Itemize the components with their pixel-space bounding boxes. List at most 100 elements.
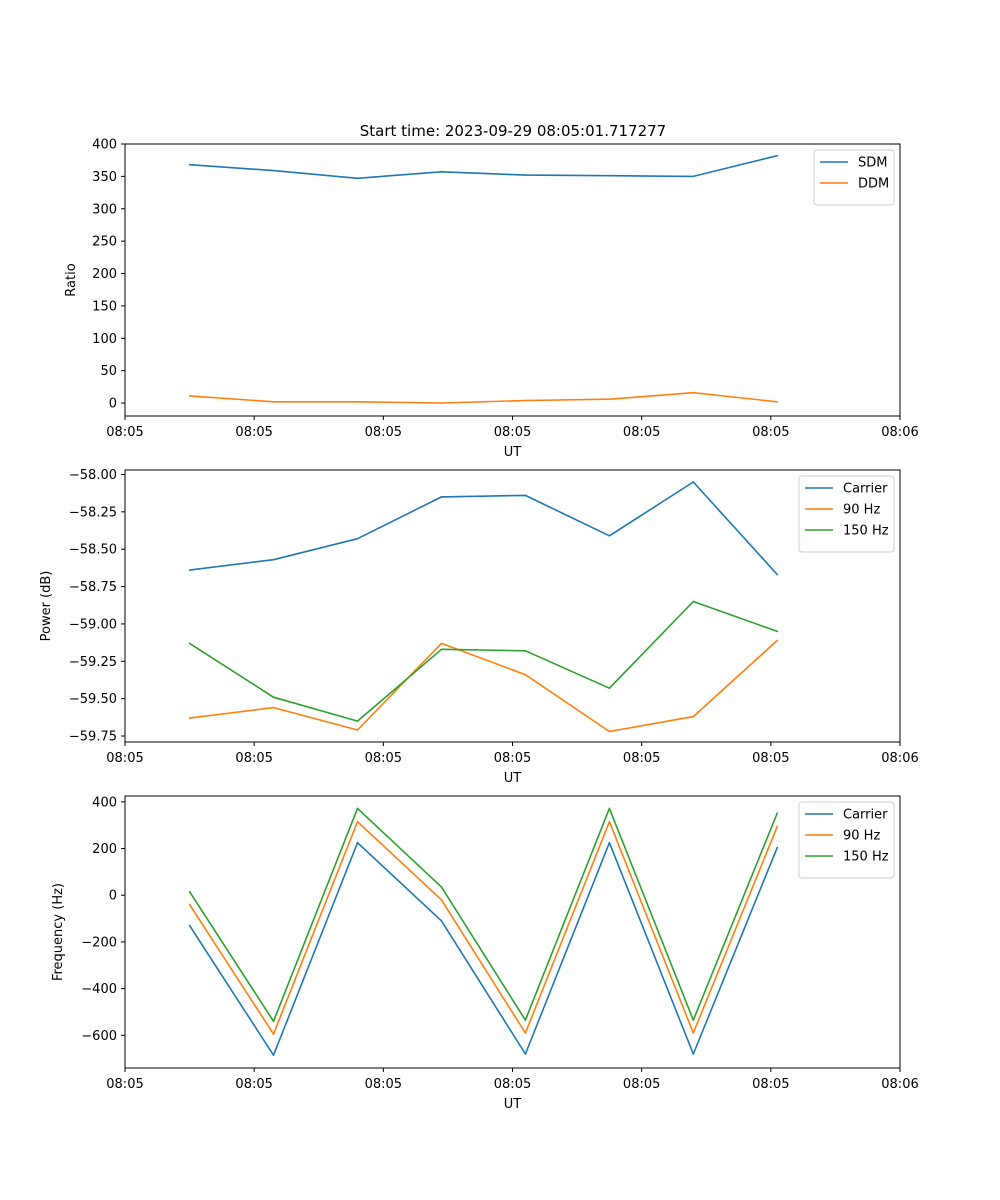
x-tick-label: 08:06: [881, 425, 918, 440]
data-point: [608, 687, 611, 689]
chart-panel-1: 08:05 08:05 08:05 08:05 08:05 08:05 08:06 0 50 10…: [64, 138, 919, 461]
x-tick-label: 08:06: [881, 751, 918, 766]
legend-label: 150 Hz: [843, 524, 889, 539]
x-tick-label: 08:05: [235, 751, 272, 766]
x-tick-label: 08:05: [494, 751, 531, 766]
legend-label: DDM: [858, 177, 889, 192]
data-point: [692, 600, 695, 603]
x-tick-label: 08:05: [623, 1077, 660, 1092]
y-tick-label: −400: [81, 982, 117, 997]
data-point: [440, 886, 443, 888]
data-point: [356, 820, 359, 823]
data-point: [776, 154, 779, 157]
data-point: [188, 890, 191, 893]
y-tick-label: 350: [92, 170, 117, 185]
x-axis-label: UT: [504, 771, 522, 786]
data-point: [356, 537, 359, 540]
series-line-90-hz: [189, 639, 778, 733]
data-point: [188, 903, 191, 906]
y-tick-label: 400: [92, 138, 117, 153]
data-point: [356, 720, 359, 722]
data-point: [524, 1053, 527, 1055]
x-tick-label: 08:05: [623, 751, 660, 766]
y-tick-label: 400: [92, 795, 117, 810]
data-point: [608, 398, 611, 400]
data-point: [608, 841, 611, 844]
data-point: [440, 920, 443, 922]
series-line-150-hz: [188, 807, 779, 1023]
y-axis-label: Frequency (Hz): [51, 883, 66, 981]
series-line-sdm: [189, 154, 778, 180]
y-tick-label: −59.50: [69, 692, 117, 707]
x-axis-label: UT: [504, 445, 522, 460]
x-tick-label: 08:05: [752, 425, 789, 440]
data-point: [188, 642, 191, 645]
data-point: [440, 899, 443, 901]
x-tick-label: 08:05: [365, 751, 402, 766]
series-line-150-hz: [189, 600, 778, 722]
legend-label: 90 Hz: [843, 829, 880, 844]
data-point: [440, 648, 443, 651]
data-point: [524, 174, 527, 176]
data-point: [356, 841, 359, 844]
data-point: [356, 729, 359, 731]
data-point: [524, 650, 527, 652]
legend: Carrier 90 Hz 150 Hz: [798, 475, 895, 553]
legend-box: [798, 475, 895, 553]
data-point: [608, 730, 611, 733]
legend-label: 90 Hz: [843, 503, 880, 518]
data-point: [272, 169, 275, 172]
y-tick-label: −59.25: [69, 655, 117, 670]
y-tick-label: 250: [92, 235, 117, 250]
data-point: [608, 820, 611, 823]
data-point: [272, 1054, 275, 1056]
data-point: [776, 639, 779, 642]
series-line-ddm: [189, 391, 778, 404]
legend-box: [798, 801, 895, 879]
data-point: [440, 642, 443, 645]
data-point: [692, 1053, 695, 1055]
legend: Carrier 90 Hz 150 Hz: [798, 801, 895, 879]
legend-box: [813, 149, 895, 206]
data-point: [524, 1019, 527, 1021]
y-tick-label: −59.75: [69, 730, 117, 745]
y-tick-label: −58.50: [69, 543, 117, 558]
series-line-carrier: [189, 481, 778, 576]
x-axis-label: UT: [504, 1097, 522, 1112]
data-point: [608, 174, 611, 177]
figure-title: Start time: 2023-09-29 08:05:01.717277: [360, 122, 666, 140]
x-tick-label: 08:05: [365, 1077, 402, 1092]
data-point: [272, 558, 275, 561]
data-point: [440, 171, 443, 173]
data-point: [524, 1032, 527, 1034]
data-point: [188, 569, 191, 571]
x-tick-label: 08:05: [752, 751, 789, 766]
y-tick-label: 150: [92, 299, 117, 314]
y-tick-label: −59.00: [69, 617, 117, 632]
data-point: [272, 1033, 275, 1035]
series-line-90-hz: [188, 820, 779, 1035]
data-point: [692, 1019, 695, 1021]
chart-panel-2: 08:05 08:05 08:05 08:05 08:05 08:05 08:06 −58.0…: [39, 468, 919, 786]
data-point: [188, 395, 191, 397]
legend-label: SDM: [858, 156, 887, 171]
data-point: [272, 706, 275, 709]
y-tick-label: 50: [100, 364, 117, 379]
data-point: [692, 1032, 695, 1034]
x-tick-label: 08:05: [106, 1077, 143, 1092]
data-point: [524, 399, 527, 402]
data-point: [608, 534, 611, 537]
data-point: [524, 673, 527, 676]
y-tick-label: −58.25: [69, 505, 117, 520]
data-point: [692, 391, 695, 394]
y-tick-label: −58.00: [69, 468, 117, 483]
data-point: [692, 715, 695, 718]
y-tick-label: −200: [81, 935, 117, 950]
x-tick-label: 08:05: [235, 1077, 272, 1092]
y-tick-label: 0: [109, 397, 117, 412]
y-tick-label: −58.75: [69, 580, 117, 595]
legend-label: Carrier: [843, 482, 888, 497]
data-point: [356, 400, 359, 403]
data-point: [272, 696, 275, 698]
